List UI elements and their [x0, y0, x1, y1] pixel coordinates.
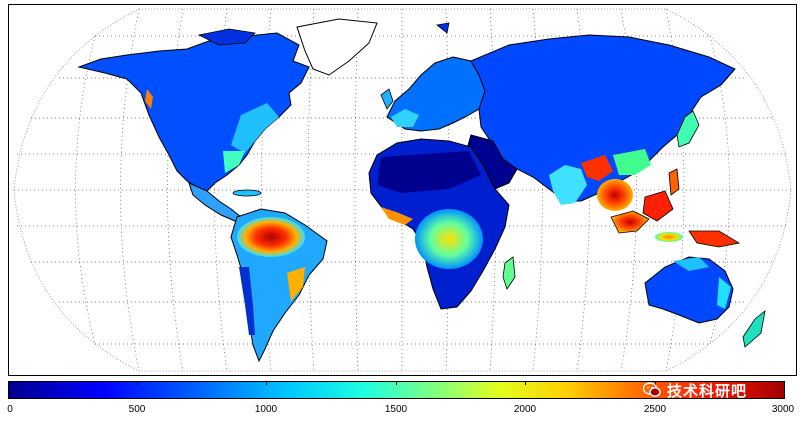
colorbar-tick-label: 3000 — [771, 404, 795, 415]
southeast-asia — [597, 179, 633, 211]
south-asia — [549, 165, 587, 205]
colorbar-tick-label: 0 — [7, 404, 13, 415]
map-frame — [8, 4, 797, 376]
colorbar-tick-label: 1000 — [254, 404, 278, 415]
watermark: 技术科研吧 — [643, 381, 748, 400]
amazon-basin — [237, 217, 305, 257]
west-africa-coast — [381, 207, 413, 225]
svalbard — [436, 22, 450, 34]
british-isles — [380, 88, 394, 110]
himalaya-wet — [581, 155, 613, 181]
world-map — [13, 8, 792, 372]
australia — [644, 256, 734, 324]
colorbar-tick-label: 2500 — [643, 404, 667, 415]
colorbar-tick-mark — [525, 381, 526, 385]
madagascar — [502, 256, 516, 290]
colorbar-tick-mark — [655, 381, 656, 385]
colorbar-tick-label: 500 — [128, 404, 146, 415]
philippines — [668, 168, 680, 196]
na-southeast — [223, 151, 245, 173]
indo-islands — [655, 232, 683, 242]
sa-andes — [239, 267, 255, 335]
greenland — [296, 18, 378, 76]
congo-basin — [415, 209, 483, 269]
australia-north — [673, 257, 709, 271]
colorbar-tick-mark — [396, 381, 397, 385]
central-america — [188, 182, 242, 222]
borneo — [642, 190, 674, 222]
new-guinea — [688, 230, 741, 248]
sahara — [377, 151, 481, 193]
colorbar-tick-mark — [137, 381, 138, 385]
europe-west — [391, 109, 419, 127]
colorbar-tick-label: 2000 — [513, 404, 537, 415]
caribbean-islands — [232, 189, 262, 197]
sa-southeast — [287, 267, 305, 301]
watermark-text: 技术科研吧 — [667, 382, 748, 400]
colorbar-tick-label: 1500 — [384, 404, 408, 415]
wechat-icon — [643, 382, 661, 397]
australia-east — [717, 277, 731, 309]
na-east — [231, 103, 279, 153]
east-asia — [613, 149, 651, 175]
japan — [676, 110, 700, 148]
colorbar-tick-mark — [266, 381, 267, 385]
maritime-continent — [610, 210, 650, 234]
new-zealand — [742, 310, 766, 348]
na-westcoast — [145, 89, 153, 109]
arctic-archipelago — [197, 28, 256, 46]
